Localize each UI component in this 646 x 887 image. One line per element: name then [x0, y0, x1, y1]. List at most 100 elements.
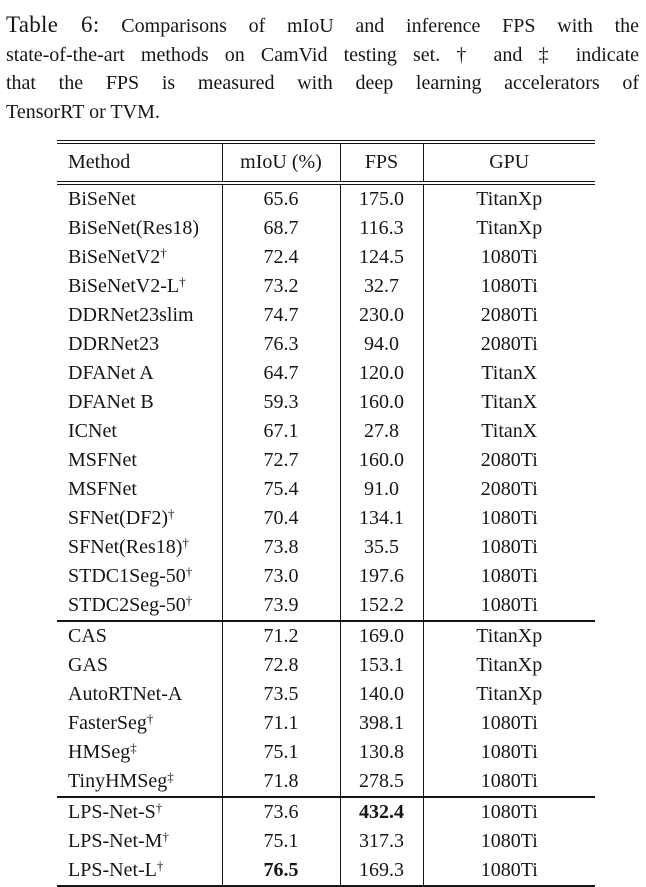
cell-gpu: 2080Ti: [422, 301, 595, 330]
dagger-mark: †: [179, 274, 186, 289]
cell-fps: 153.1: [339, 651, 423, 680]
cell-fps: 32.7: [339, 272, 423, 301]
column-header-fps: FPS: [339, 142, 423, 185]
cell-gpu: 1080Ti: [422, 591, 595, 621]
cell-method: MSFNet: [68, 478, 137, 500]
cell-gpu: 1080Ti: [422, 562, 595, 591]
cell-gpu: 1080Ti: [422, 533, 595, 562]
cell-method: BiSeNetV2†: [68, 245, 167, 268]
table-row: SFNet(DF2)† 70.4 134.1 1080Ti: [57, 504, 595, 533]
cell-fps: 197.6: [339, 562, 423, 591]
table-row: DFANet B 59.3 160.0 TitanX: [57, 388, 595, 417]
cell-fps: 160.0: [339, 388, 423, 417]
cell-miou: 75.1: [221, 738, 340, 767]
table-caption: Table 6: Comparisons of mIoU and inferen…: [6, 11, 639, 126]
table-row: LPS-Net-S† 73.6 432.4 1080Ti: [57, 797, 595, 827]
cell-method: DDRNet23: [68, 333, 160, 355]
cell-miou: 72.4: [221, 243, 340, 272]
table-row: LPS-Net-L† 76.5 169.3 1080Ti: [57, 856, 595, 887]
cell-gpu: TitanX: [422, 417, 595, 446]
table-row: MSFNet 72.7 160.0 2080Ti: [57, 446, 595, 475]
column-header-miou: mIoU (%): [221, 142, 340, 185]
cell-gpu: TitanXp: [422, 651, 595, 680]
cell-fps: 398.1: [339, 709, 423, 738]
dagger-mark: †: [156, 858, 164, 873]
table-row: FasterSeg† 71.1 398.1 1080Ti: [57, 709, 595, 738]
cell-miou: 59.3: [221, 388, 340, 417]
cell-gpu: 1080Ti: [422, 767, 595, 797]
column-header-method: Method: [57, 142, 222, 185]
cell-fps: 124.5: [339, 243, 423, 272]
cell-miou: 72.7: [221, 446, 340, 475]
cell-miou: 72.8: [221, 651, 340, 680]
dagger-mark: ‡: [130, 740, 137, 755]
cell-gpu: 1080Ti: [422, 709, 595, 738]
cell-miou: 64.7: [221, 359, 340, 388]
cell-miou: 70.4: [221, 504, 340, 533]
cell-fps: 175.0: [339, 183, 423, 214]
cell-fps: 130.8: [339, 738, 423, 767]
table-row: DDRNet23 76.3 94.0 2080Ti: [57, 330, 595, 359]
cell-method: LPS-Net-S†: [68, 800, 163, 823]
cell-miou: 74.7: [221, 301, 340, 330]
cell-method: STDC1Seg-50†: [68, 564, 193, 587]
cell-method: LPS-Net-M†: [68, 829, 169, 852]
cell-gpu: 1080Ti: [422, 272, 595, 301]
cell-gpu: 2080Ti: [422, 475, 595, 504]
cell-method: ICNet: [68, 420, 117, 442]
cell-gpu: 1080Ti: [422, 856, 595, 887]
cell-miou: 65.6: [221, 183, 340, 214]
cell-method: GAS: [68, 654, 109, 676]
cell-fps: 160.0: [339, 446, 423, 475]
table-row: STDC1Seg-50† 73.0 197.6 1080Ti: [57, 562, 595, 591]
cell-method: BiSeNetV2-L†: [68, 274, 186, 297]
caption-line: Table 6: Comparisons of mIoU and inferen…: [6, 12, 640, 37]
cell-fps: 140.0: [339, 680, 423, 709]
table-row: DDRNet23slim 74.7 230.0 2080Ti: [57, 301, 595, 330]
table-row: ICNet 67.1 27.8 TitanX: [57, 417, 595, 446]
cell-gpu: TitanX: [422, 388, 595, 417]
cell-fps: 91.0: [339, 475, 423, 504]
table-section: LPS-Net-S† 73.6 432.4 1080Ti LPS-Net-M† 75.1 3…: [57, 797, 595, 887]
dagger-mark: †: [168, 506, 175, 521]
cell-gpu: TitanXp: [422, 183, 595, 214]
cell-miou: 76.5: [221, 856, 340, 887]
cell-gpu: TitanXp: [422, 680, 595, 709]
cell-miou: 71.1: [221, 709, 340, 738]
cell-method: TinyHMSeg‡: [68, 769, 174, 792]
cell-fps: 116.3: [339, 214, 423, 243]
table-row: LPS-Net-M† 75.1 317.3 1080Ti: [57, 827, 595, 856]
table-row: MSFNet 75.4 91.0 2080Ti: [57, 475, 595, 504]
cell-miou: 73.0: [221, 562, 340, 591]
table-section: CAS 71.2 169.0 TitanXp GAS 72.8 153.1 TitanXp Au…: [57, 621, 595, 797]
cell-method: HMSeg‡: [68, 740, 137, 763]
cell-miou: 73.6: [221, 797, 340, 827]
dagger-mark: †: [182, 535, 189, 550]
cell-gpu: TitanXp: [422, 214, 595, 243]
dagger-mark: †: [160, 245, 167, 260]
cell-fps: 169.3: [339, 856, 423, 887]
cell-method: DFANet B: [68, 391, 154, 413]
cell-gpu: 1080Ti: [422, 738, 595, 767]
dagger-mark: †: [155, 800, 163, 815]
table-row: BiSeNetV2† 72.4 124.5 1080Ti: [57, 243, 595, 272]
cell-miou: 73.2: [221, 272, 340, 301]
cell-gpu: TitanXp: [422, 621, 595, 651]
cell-fps: 230.0: [339, 301, 423, 330]
dagger-mark: †: [146, 711, 154, 726]
table-row: AutoRTNet-A 73.5 140.0 TitanXp: [57, 680, 595, 709]
cell-miou: 68.7: [221, 214, 340, 243]
cell-fps: 317.3: [339, 827, 423, 856]
caption-line: TensorRT or TVM.: [6, 100, 160, 123]
cell-gpu: 1080Ti: [422, 243, 595, 272]
cell-gpu: 2080Ti: [422, 446, 595, 475]
cell-method: MSFNet: [68, 449, 137, 471]
table-row: TinyHMSeg‡ 71.8 278.5 1080Ti: [57, 767, 595, 797]
cell-miou: 75.1: [221, 827, 340, 856]
dagger-mark: †: [185, 564, 193, 579]
dagger-mark: †: [162, 829, 169, 844]
table-row: DFANet A 64.7 120.0 TitanX: [57, 359, 595, 388]
cell-fps: 94.0: [339, 330, 423, 359]
table-row: HMSeg‡ 75.1 130.8 1080Ti: [57, 738, 595, 767]
